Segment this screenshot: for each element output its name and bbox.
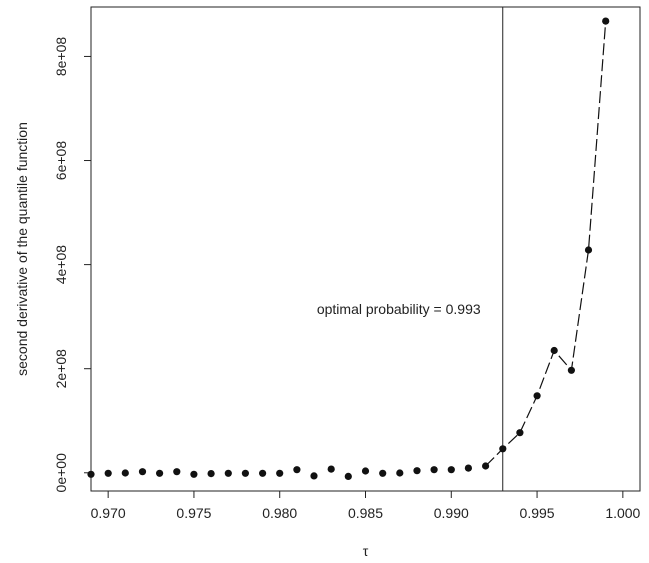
y-axis: 0e+00 2e+08 4e+08 6e+08 8e+08 xyxy=(53,37,91,493)
data-point xyxy=(293,466,301,474)
data-point xyxy=(464,464,472,472)
data-point xyxy=(602,17,610,25)
data-point xyxy=(482,462,490,470)
data-point xyxy=(241,469,249,477)
data-point xyxy=(327,465,335,473)
series-line xyxy=(485,21,607,467)
data-point xyxy=(413,467,421,475)
data-point xyxy=(499,445,507,453)
data-point xyxy=(533,392,541,400)
data-point xyxy=(224,469,232,477)
data-point xyxy=(276,469,284,477)
data-points xyxy=(87,17,610,480)
x-axis-title: τ xyxy=(363,543,369,559)
data-point xyxy=(344,472,352,480)
x-tick-label: 0.970 xyxy=(91,505,126,521)
x-axis: 0.970 0.975 0.980 0.985 0.990 0.995 1.000 xyxy=(91,491,641,521)
data-point xyxy=(173,468,181,476)
data-point xyxy=(156,469,164,477)
x-tick-label: 0.995 xyxy=(520,505,555,521)
data-point xyxy=(567,366,576,374)
x-tick-label: 0.980 xyxy=(262,505,297,521)
y-tick-label: 8e+08 xyxy=(53,37,69,77)
data-point xyxy=(361,467,370,475)
x-tick-label: 0.990 xyxy=(434,505,469,521)
y-tick-label: 6e+08 xyxy=(53,141,69,181)
data-point xyxy=(190,470,198,478)
y-tick-label: 0e+00 xyxy=(53,453,69,493)
plot-frame xyxy=(90,6,641,492)
data-point xyxy=(396,469,404,477)
data-point xyxy=(207,470,215,478)
data-point xyxy=(121,469,129,477)
x-tick-label: 1.000 xyxy=(605,505,640,521)
data-point xyxy=(516,429,524,437)
data-point xyxy=(259,469,267,477)
data-point xyxy=(87,470,95,478)
data-point xyxy=(310,472,318,480)
data-point xyxy=(430,466,438,474)
optimal-probability-label: optimal probability = 0.993 xyxy=(317,301,481,317)
data-point xyxy=(104,469,112,477)
y-tick-label: 2e+08 xyxy=(53,349,69,389)
x-tick-label: 0.985 xyxy=(348,505,383,521)
data-point xyxy=(550,346,558,355)
data-point xyxy=(379,469,387,477)
x-tick-label: 0.975 xyxy=(176,505,211,521)
data-point xyxy=(447,466,455,474)
y-tick-label: 4e+08 xyxy=(53,245,69,285)
y-axis-title: second derivative of the quantile functi… xyxy=(14,122,30,376)
data-point xyxy=(138,468,147,476)
data-point xyxy=(584,246,593,254)
